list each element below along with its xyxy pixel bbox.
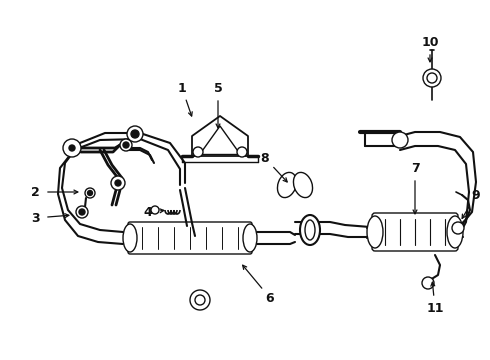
Ellipse shape (294, 172, 313, 198)
Ellipse shape (123, 224, 137, 252)
Circle shape (88, 190, 93, 195)
Text: 5: 5 (214, 81, 222, 95)
FancyBboxPatch shape (128, 222, 252, 254)
Circle shape (452, 222, 464, 234)
Circle shape (195, 295, 205, 305)
Circle shape (85, 188, 95, 198)
Circle shape (423, 69, 441, 87)
Circle shape (131, 130, 139, 138)
Text: 10: 10 (421, 36, 439, 49)
Circle shape (151, 206, 159, 214)
Circle shape (127, 126, 143, 142)
Ellipse shape (305, 220, 315, 240)
Circle shape (392, 132, 408, 148)
Circle shape (69, 145, 75, 151)
Text: 4: 4 (144, 206, 152, 219)
Circle shape (79, 209, 85, 215)
Text: 2: 2 (31, 185, 39, 198)
Text: 9: 9 (472, 189, 480, 202)
Circle shape (115, 180, 121, 186)
Text: 1: 1 (178, 81, 186, 95)
Text: 3: 3 (31, 212, 39, 225)
Circle shape (123, 142, 129, 148)
Text: 8: 8 (261, 152, 270, 165)
Circle shape (422, 277, 434, 289)
Ellipse shape (300, 215, 320, 245)
Circle shape (190, 290, 210, 310)
Circle shape (120, 139, 132, 151)
FancyBboxPatch shape (372, 213, 458, 251)
Circle shape (193, 147, 203, 157)
Text: 6: 6 (266, 292, 274, 305)
Circle shape (111, 176, 125, 190)
Text: 7: 7 (411, 162, 419, 175)
Ellipse shape (447, 216, 463, 248)
Circle shape (63, 139, 81, 157)
Ellipse shape (243, 224, 257, 252)
Text: 11: 11 (426, 302, 444, 315)
Ellipse shape (367, 216, 383, 248)
Circle shape (427, 73, 437, 83)
Circle shape (237, 147, 247, 157)
Ellipse shape (277, 172, 296, 198)
Circle shape (76, 206, 88, 218)
